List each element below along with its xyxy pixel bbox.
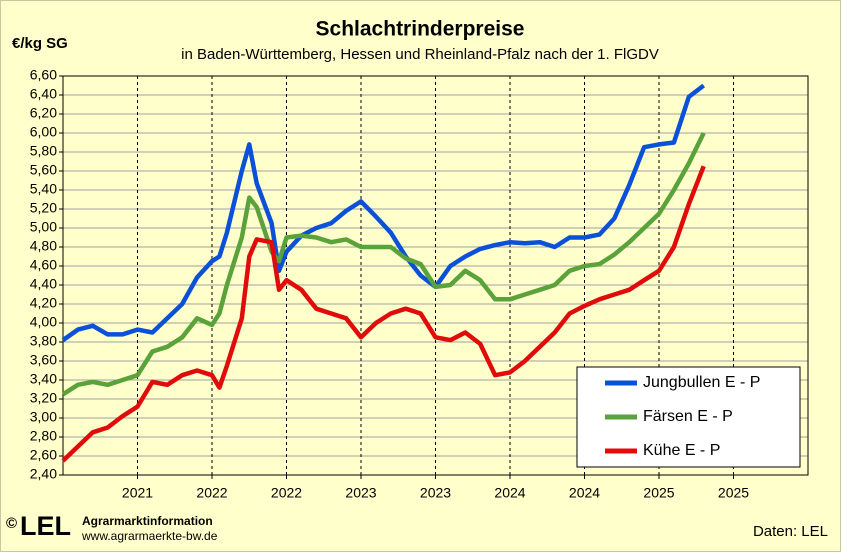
x-tick-label: 2025 <box>718 485 749 501</box>
series-line <box>61 165 706 463</box>
y-tick-label: 6,40 <box>30 86 57 102</box>
x-tick-label: 2022 <box>271 485 302 501</box>
y-tick-label: 6,00 <box>30 124 57 140</box>
y-tick-label: 5,80 <box>30 143 57 159</box>
y-tick-label: 5,00 <box>30 219 57 235</box>
y-tick-label: 5,60 <box>30 162 57 178</box>
y-axis-label: €/kg SG <box>12 35 68 52</box>
y-tick-label: 2,80 <box>30 428 57 444</box>
chart-title: Schlachtrinderpreise <box>316 18 525 41</box>
logo-name: LEL <box>20 511 71 541</box>
series-line <box>61 132 706 397</box>
y-tick-label: 4,00 <box>30 314 57 330</box>
x-tick-label: 2024 <box>494 485 525 501</box>
x-tick-label: 2024 <box>569 485 600 501</box>
chart-subtitle: in Baden-Württemberg, Hessen und Rheinla… <box>181 46 659 63</box>
plot-border <box>62 75 809 476</box>
logo-line1: Agrarmarktinformation <box>82 514 213 528</box>
x-tick-label: 2022 <box>196 485 227 501</box>
legend-label: Färsen E - P <box>643 408 733 425</box>
y-tick-label: 5,20 <box>30 200 57 216</box>
y-tick-label: 5,40 <box>30 181 57 197</box>
x-tick-label: 2023 <box>345 485 376 501</box>
logo-copyright: © <box>6 515 17 532</box>
legend-label: Kühe E - P <box>643 442 720 459</box>
logo-line2: www.agrarmaerkte-bw.de <box>81 529 218 543</box>
y-tick-label: 4,60 <box>30 257 57 273</box>
y-tick-label: 4,20 <box>30 295 57 311</box>
x-tick-label: 2021 <box>122 485 153 501</box>
x-tick-label: 2023 <box>420 485 451 501</box>
y-tick-label: 4,40 <box>30 276 57 292</box>
series-line <box>61 83 706 342</box>
y-tick-label: 2,60 <box>30 447 57 463</box>
legend: Jungbullen E - P Färsen E - P Kühe E - P <box>576 366 801 468</box>
legend-label: Jungbullen E - P <box>643 374 760 391</box>
source: Daten: LEL <box>753 523 828 540</box>
y-tick-label: 3,80 <box>30 333 57 349</box>
y-tick-label: 6,20 <box>30 105 57 121</box>
y-tick-label: 3,40 <box>30 371 57 387</box>
y-tick-label: 4,80 <box>30 238 57 254</box>
y-tick-label: 3,20 <box>30 390 57 406</box>
y-tick-label: 3,00 <box>30 409 57 425</box>
y-tick-label: 6,60 <box>30 67 57 83</box>
x-tick-label: 2025 <box>643 485 674 501</box>
y-tick-label: 2,40 <box>30 466 57 482</box>
y-tick-label: 3,60 <box>30 352 57 368</box>
